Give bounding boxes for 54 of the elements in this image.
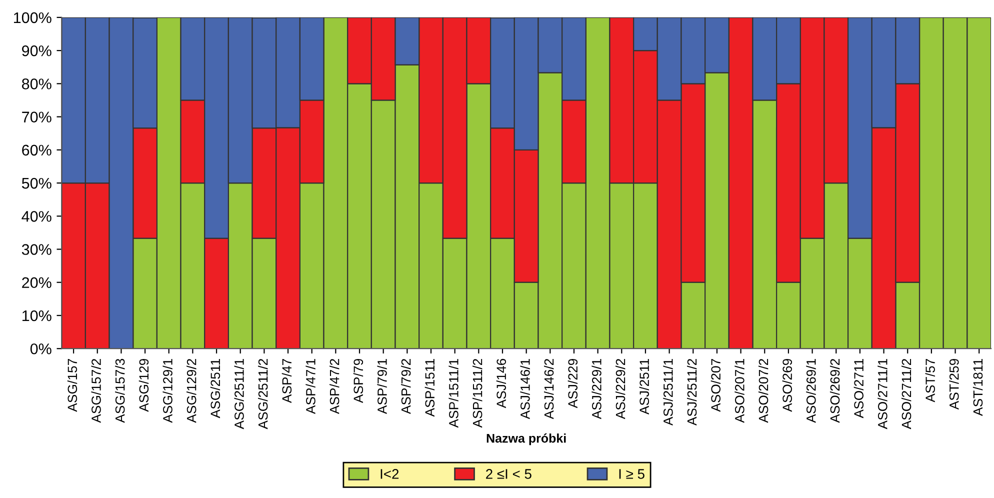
x-tick-label: ASJ/2511/2 [686, 358, 697, 426]
x-tick-label: ASJ/229 [568, 358, 578, 408]
x-tick-label: ASP/1511 [424, 358, 435, 417]
x-tick-label: ASO/207/1 [734, 358, 744, 423]
x-tick-label: ASG/157 [67, 358, 78, 412]
y-tick-label: 70% [22, 112, 52, 122]
x-tick-label: ASJ/229/2 [615, 358, 626, 420]
y-tick-label: 50% [22, 178, 52, 189]
x-tick-label: AST/1811 [972, 358, 983, 416]
x-tick-label: ASJ/146/1 [520, 358, 530, 420]
x-tick-label: ASO/2711 [854, 358, 864, 418]
x-tick-label: ASP/79 [353, 358, 364, 404]
y-tick-label: 100% [14, 12, 52, 24]
x-tick-label: ASG/157/3 [115, 358, 125, 423]
x-tick-label: ASO/269/1 [806, 358, 816, 423]
x-tick-label: ASP/47 [282, 358, 292, 404]
x-tick-label: AST/259 [949, 358, 959, 410]
x-tick-label: ASP/79/2 [401, 358, 411, 414]
x-tick-label: ASO/2711/1 [878, 358, 888, 430]
x-tick-label: ASP/1511/2 [472, 358, 482, 428]
x-tick-label: ASJ/2511 [639, 358, 650, 415]
y-tick-label: 40% [22, 211, 52, 222]
x-tick-label: ASG/2511 [210, 358, 220, 418]
legend-label: 2 ≤I < 5 [486, 469, 532, 479]
x-tick-label: ASO/207/2 [758, 358, 768, 423]
x-tick-label: ASG/129/2 [186, 358, 196, 423]
x-tick-label: ASO/207 [710, 358, 721, 412]
x-tick-label: ASG/157/2 [91, 358, 101, 423]
legend-label: I ≥ 5 [619, 469, 644, 479]
x-tick-label: ASO/269 [782, 358, 792, 412]
x-tick-label: ASG/129 [138, 358, 149, 412]
x-tick-label: ASJ/146 [496, 358, 506, 408]
x-tick-label: ASJ/229/1 [592, 358, 602, 420]
y-tick-label: 20% [22, 277, 52, 288]
x-tick-label: AST/57 [925, 358, 935, 402]
x-tick-label: ASP/47/2 [330, 358, 340, 414]
x-tick-label: ASG/2511/1 [234, 358, 244, 430]
x-tick-label: ASP/79/1 [377, 358, 387, 414]
x-tick-label: ASJ/146/2 [544, 358, 554, 420]
x-tick-label: ASO/2711/2 [901, 358, 912, 430]
x-tick-label: ASP/1511/1 [448, 358, 458, 428]
y-tick-label: 60% [22, 144, 52, 156]
x-tick-label: ASG/2511/2 [258, 358, 268, 430]
y-tick-label: 80% [22, 78, 52, 90]
y-tick-label: 0% [30, 343, 52, 354]
y-tick-label: 30% [22, 244, 52, 255]
x-axis-title: Nazwa próbki [486, 433, 566, 446]
x-tick-label: ASO/269/2 [830, 358, 840, 423]
x-tick-label: ASG/129/1 [162, 358, 172, 423]
y-tick-label: 10% [22, 310, 52, 322]
x-tick-label: ASP/47/1 [306, 358, 316, 414]
y-tick-label: 90% [22, 45, 52, 56]
legend-label: I<2 [380, 469, 399, 479]
x-tick-label: ASJ/2511/1 [663, 358, 673, 426]
